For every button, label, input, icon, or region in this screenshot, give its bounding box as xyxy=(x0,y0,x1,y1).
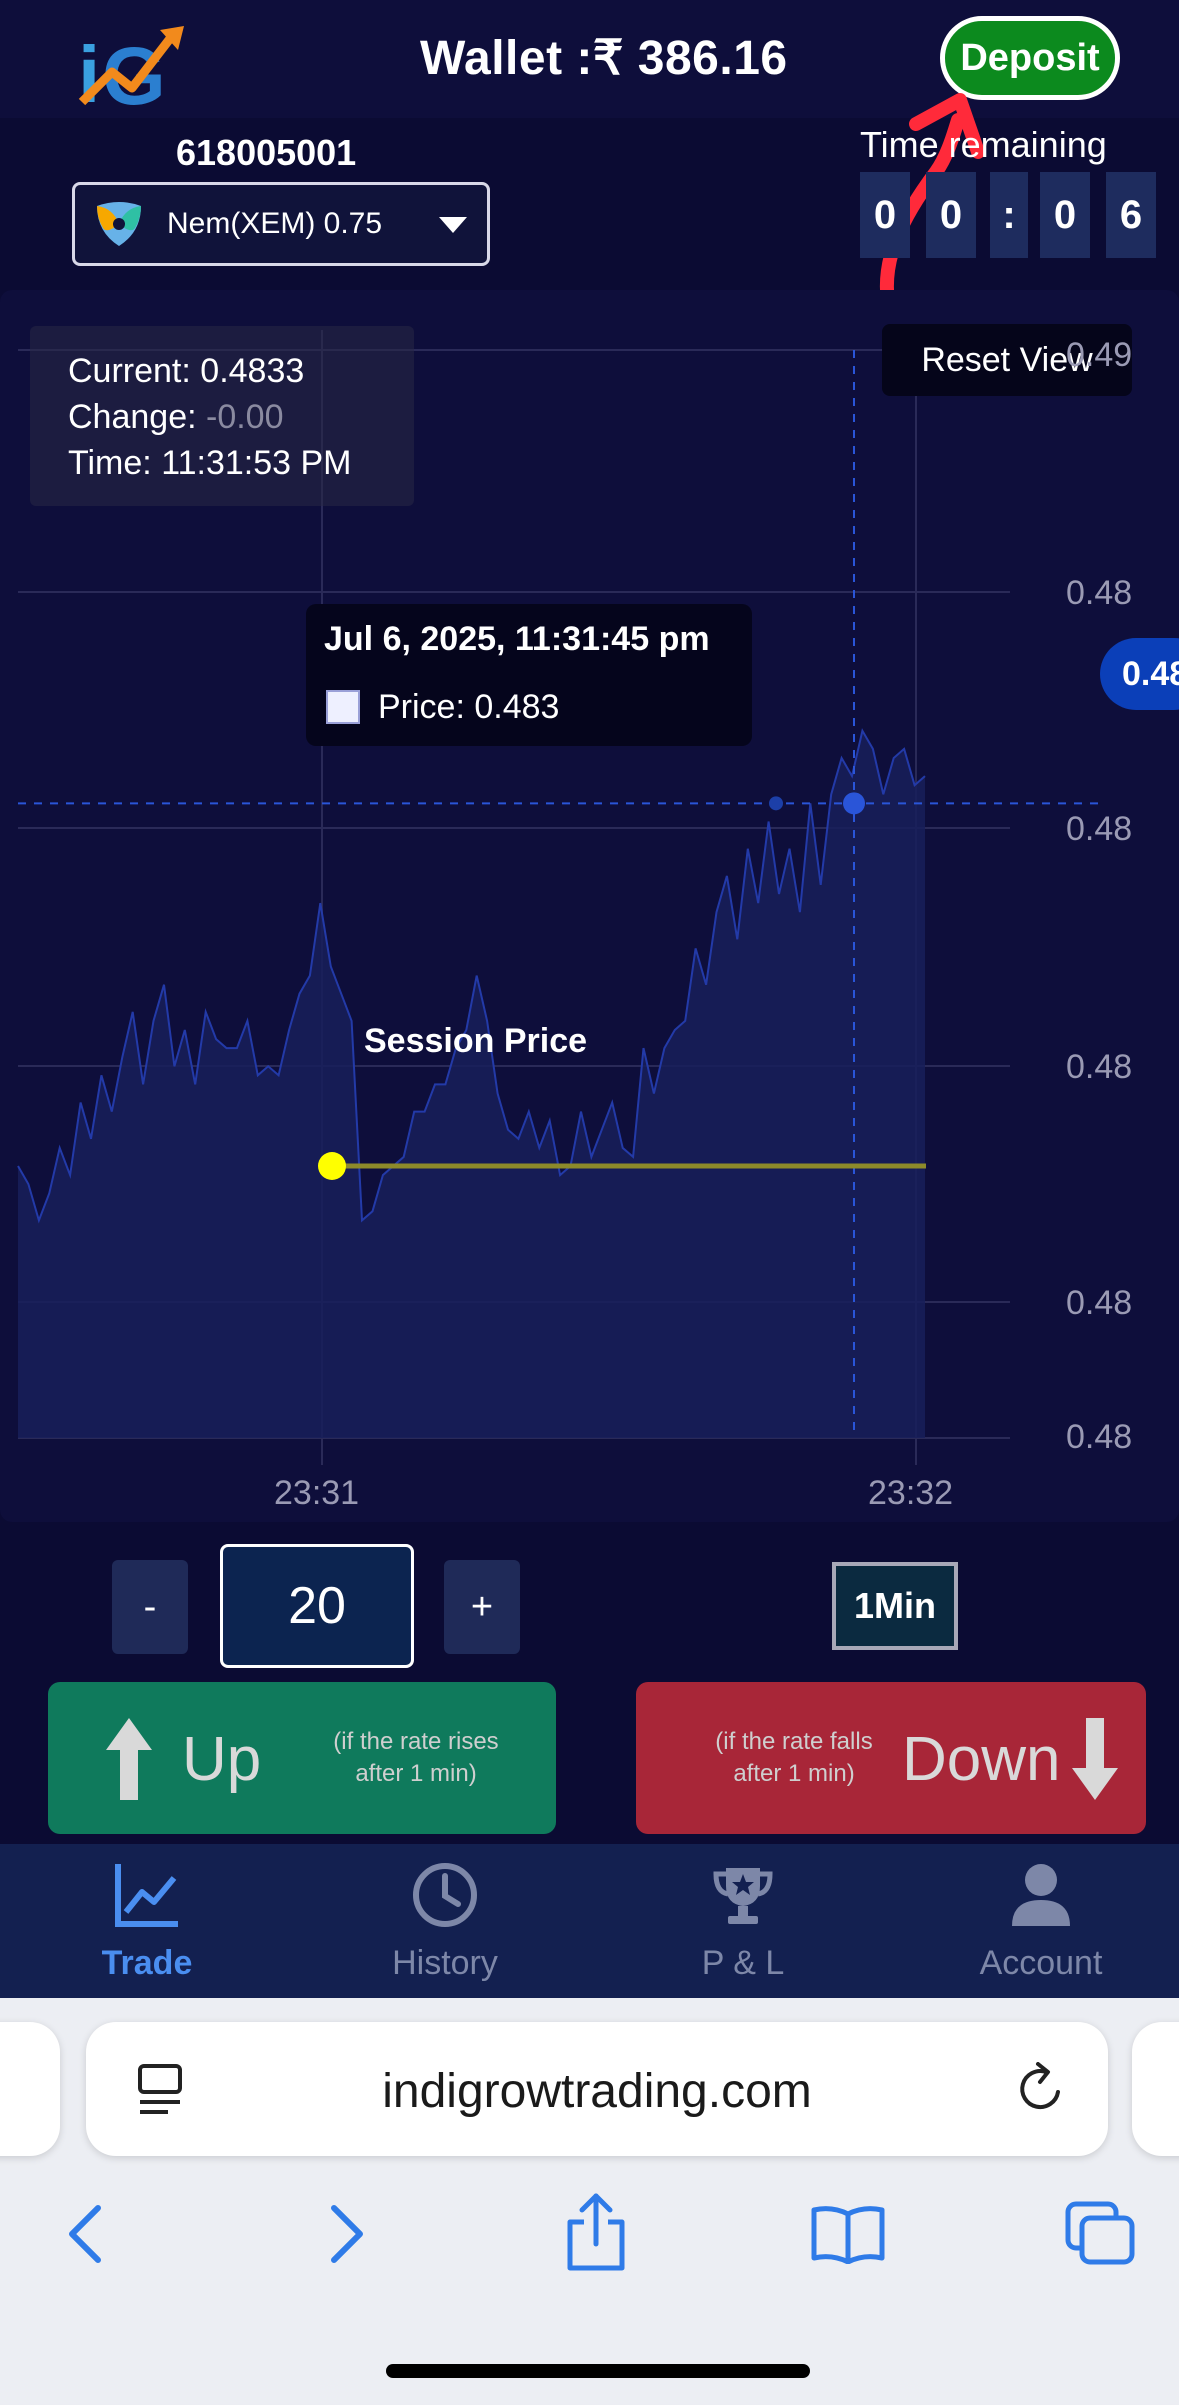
increase-amount-button[interactable]: + xyxy=(444,1560,520,1654)
timer-digit: 0 xyxy=(860,172,910,258)
down-button[interactable]: (if the rate falls after 1 min) Down xyxy=(636,1682,1146,1834)
y-tick-label: 0.48 xyxy=(1066,1418,1133,1456)
nav-label: P & L xyxy=(701,1944,785,1982)
forward-icon[interactable] xyxy=(326,2204,366,2264)
bottom-nav xyxy=(0,1844,1179,1998)
nav-label: History xyxy=(392,1944,498,1982)
info-current: Current: 0.4833 xyxy=(68,352,305,390)
hover-point xyxy=(769,796,783,811)
timer-separator: : xyxy=(990,172,1028,258)
interval-button[interactable]: 1Min xyxy=(832,1562,958,1650)
wallet-balance: Wallet :₹ 386.16 xyxy=(420,32,788,85)
price-area xyxy=(18,730,925,1438)
ig-logo-icon: i G xyxy=(78,26,184,118)
arrow-up-icon xyxy=(106,1718,152,1800)
session-price-label: Session Price xyxy=(364,1022,588,1060)
share-icon[interactable] xyxy=(564,2192,628,2272)
account-id: 618005001 xyxy=(176,132,357,173)
price-line xyxy=(17,728,926,1224)
arrow-down-icon xyxy=(1072,1718,1118,1800)
current-price-badge: 0.48 xyxy=(1100,638,1179,710)
trophy-icon xyxy=(713,1868,773,1924)
decrease-amount-button[interactable]: - xyxy=(112,1560,188,1654)
back-icon[interactable] xyxy=(66,2204,106,2264)
chart-line-icon xyxy=(115,1864,178,1927)
next-tab-pill[interactable] xyxy=(1132,2022,1179,2156)
previous-tab-pill[interactable] xyxy=(0,2022,60,2156)
annotation-arrow-icon xyxy=(879,93,985,309)
x-tick-label: 23:31 xyxy=(274,1474,360,1512)
price-chart[interactable] xyxy=(0,290,1179,1522)
up-label: Up xyxy=(182,1725,262,1794)
tooltip-date: Jul 6, 2025, 11:31:45 pm xyxy=(324,620,710,658)
asset-label: Nem(XEM) 0.75 xyxy=(167,207,383,240)
home-indicator xyxy=(386,2364,810,2378)
chart-tooltip xyxy=(306,604,752,746)
nav-pnl[interactable]: P & L xyxy=(596,1844,890,1998)
tooltip-swatch-icon xyxy=(326,690,360,724)
nav-label: Trade xyxy=(101,1944,193,1982)
y-tick-label: 0.48 xyxy=(1066,1284,1133,1322)
deposit-button[interactable]: Deposit xyxy=(940,16,1120,100)
timer-digit: 6 xyxy=(1106,172,1156,258)
nav-account[interactable]: Account xyxy=(894,1844,1179,1998)
nav-history[interactable]: History xyxy=(298,1844,592,1998)
url-text: indigrowtrading.com xyxy=(382,2065,812,2118)
info-change: Change: -0.00 xyxy=(68,398,284,436)
reload-icon[interactable] xyxy=(1016,2062,1066,2116)
svg-text:i: i xyxy=(78,30,100,118)
amount-input[interactable] xyxy=(220,1544,414,1668)
user-icon xyxy=(1012,1864,1070,1926)
nem-coin-icon xyxy=(97,202,141,246)
clock-icon xyxy=(413,1863,477,1927)
tabs-icon[interactable] xyxy=(1064,2200,1136,2266)
down-hint: (if the rate falls after 1 min) xyxy=(715,1728,873,1787)
chevron-down-icon xyxy=(439,217,467,233)
page-menu-icon[interactable] xyxy=(136,2064,184,2116)
y-tick-label: 0.48 xyxy=(1066,574,1133,612)
asset-selector[interactable]: Nem(XEM) 0.75 xyxy=(72,182,490,266)
nav-trade[interactable]: Trade xyxy=(0,1844,294,1998)
timer-label: Time remaining xyxy=(860,124,1107,165)
reset-view-button[interactable]: Reset View xyxy=(882,324,1132,396)
info-time: Time: 11:31:53 PM xyxy=(68,444,352,482)
up-button[interactable]: Up (if the rate rises after 1 min) xyxy=(48,1682,556,1834)
up-hint: (if the rate rises after 1 min) xyxy=(333,1728,499,1787)
bookmarks-icon[interactable] xyxy=(810,2204,886,2264)
price-info-box xyxy=(30,326,414,506)
url-bar[interactable] xyxy=(86,2022,1108,2156)
nav-label: Account xyxy=(979,1944,1103,1982)
down-label: Down xyxy=(902,1725,1061,1794)
timer-digit: 0 xyxy=(1040,172,1090,258)
tooltip-price: Price: 0.483 xyxy=(378,688,560,726)
y-tick-label: 0.48 xyxy=(1066,1048,1133,1086)
hover-point xyxy=(843,792,865,815)
y-tick-label: 0.48 xyxy=(1066,810,1133,848)
timer-digit: 0 xyxy=(926,172,976,258)
y-tick-label: 0.49 xyxy=(1066,336,1133,374)
x-tick-label: 23:32 xyxy=(868,1474,954,1512)
session-price-dot xyxy=(318,1152,346,1180)
